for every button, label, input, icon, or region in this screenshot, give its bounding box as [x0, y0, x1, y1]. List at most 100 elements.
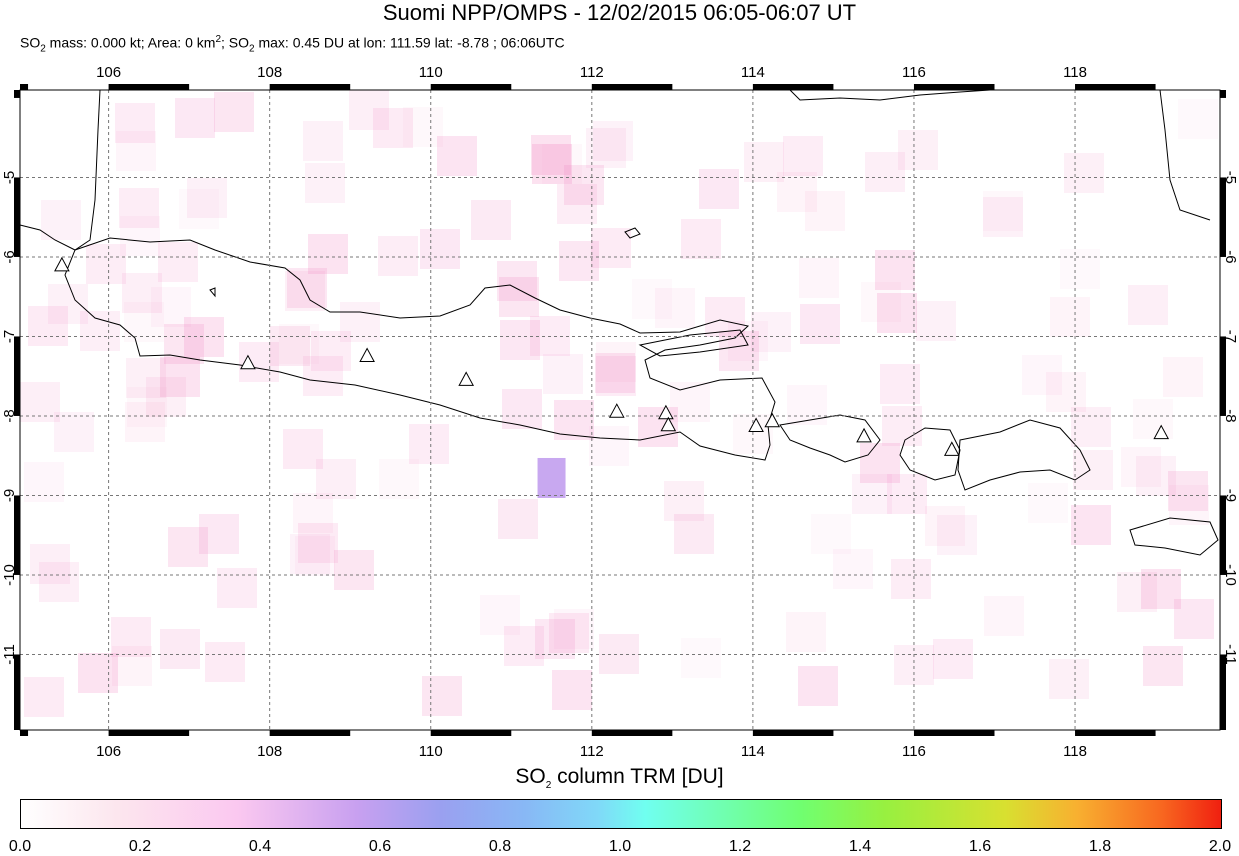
so2-pixel — [777, 172, 817, 212]
so2-pixel — [217, 568, 257, 608]
sumbawa-coastline — [957, 419, 1091, 491]
so2-pixel — [751, 312, 791, 352]
triangle-icon — [856, 427, 872, 443]
so2-pixel — [125, 402, 165, 442]
triangle-icon — [660, 416, 677, 432]
lat-label-left: -10 — [1, 564, 18, 586]
colorbar-tick-label: 0.0 — [8, 838, 32, 855]
so2-pixel — [379, 459, 419, 499]
sulawesi-coastline — [1159, 89, 1211, 221]
sumatra-coastline — [19, 89, 101, 251]
frame-segment — [14, 654, 20, 730]
so2-pixel — [596, 356, 636, 396]
lon-label-bottom: 112 — [580, 743, 604, 760]
so2-pixel — [833, 549, 873, 589]
lon-label-top: 114 — [741, 64, 765, 81]
so2-pixel — [41, 200, 81, 240]
so2-pixel — [340, 302, 380, 342]
frame-segment — [1220, 177, 1226, 257]
so2-pixel — [787, 385, 827, 425]
so2-pixel — [1071, 407, 1111, 447]
lat-label-right: -7 — [1222, 330, 1239, 343]
so2-summary: SO2 mass: 0.000 kt; Area: 0 km2; SO2 max… — [20, 34, 565, 55]
frame-segment — [14, 495, 20, 575]
so2-pixel — [655, 288, 695, 328]
so2-pixel — [861, 282, 901, 322]
so2-pixel — [1143, 646, 1183, 686]
so2-pixel — [719, 331, 759, 371]
so2-pixel — [681, 219, 721, 259]
lat-label-right: -8 — [1222, 409, 1239, 422]
so2-pixel — [877, 293, 917, 333]
so2-pixel — [554, 400, 594, 440]
so2-pixel — [298, 523, 338, 563]
madura-coastline — [638, 329, 749, 357]
so2-pixel — [500, 320, 540, 360]
coastlines — [19, 89, 1219, 556]
frame-segment — [591, 84, 673, 90]
so2-pixel — [852, 474, 892, 514]
frame-segment — [1220, 495, 1226, 575]
so2-pixel — [39, 562, 79, 602]
so2-pixel — [303, 121, 343, 161]
so2-pixel — [184, 317, 224, 357]
so2-pixel — [120, 216, 160, 256]
triangle-icon — [458, 371, 475, 386]
so2-pixel — [887, 474, 927, 514]
so2-pixel — [586, 128, 626, 168]
so2-pixel — [554, 609, 594, 649]
sumba-coastline — [1129, 517, 1219, 556]
frame-segment — [752, 730, 834, 736]
so2-pixel — [799, 258, 839, 298]
so2-pixel — [632, 279, 672, 319]
so2-pixel — [882, 406, 922, 446]
so2-pixel — [24, 677, 64, 717]
frame-segment — [108, 84, 190, 90]
so2-pixel — [984, 596, 1024, 636]
so2-pixel — [146, 377, 186, 417]
lon-label-bottom: 110 — [419, 743, 443, 760]
frame-segment — [913, 730, 995, 736]
colorbar-tick-label: 2.0 — [1208, 838, 1232, 855]
so2-pixel — [983, 191, 1023, 231]
so2-pixel — [283, 429, 323, 469]
so2-pixel — [1050, 297, 1090, 337]
so2-pixel — [270, 326, 310, 366]
so2-pixel — [1174, 599, 1214, 639]
so2-pixel — [311, 331, 351, 371]
so2-pixel — [316, 459, 356, 499]
so2-pixel — [115, 103, 155, 143]
so2-pixel — [175, 98, 215, 138]
so2-pixel — [126, 358, 166, 398]
so2-pixel — [497, 261, 537, 301]
so2-pixel — [409, 424, 449, 464]
so2-pixel — [30, 544, 70, 584]
frame-segment — [14, 177, 20, 257]
so2-pixel — [552, 670, 592, 710]
so2-pixel — [80, 311, 120, 351]
frame-segment — [14, 90, 20, 98]
lon-label-bottom: 114 — [741, 743, 765, 760]
so2-pixel — [78, 653, 118, 693]
so2-pixel — [504, 626, 544, 666]
triangle-icon — [943, 441, 960, 456]
frame-segment — [1075, 84, 1156, 90]
so2-pixel — [437, 136, 477, 176]
so2-pixel — [48, 284, 88, 324]
so2-pixel — [420, 229, 460, 269]
frame-segment — [430, 84, 512, 90]
triangle-icon — [658, 404, 674, 420]
so2-pixel — [160, 629, 200, 669]
colorbar — [20, 799, 1222, 829]
colorbar-tick-label: 1.4 — [848, 838, 872, 855]
lat-label-left: -11 — [1, 644, 18, 665]
colorbar-title: SO2 column TRM [DU] — [515, 765, 724, 792]
so2-pixel — [293, 493, 333, 533]
frame-segment — [1220, 654, 1226, 730]
so2-pixel — [1022, 355, 1062, 395]
triangle-icon — [608, 403, 625, 418]
so2-pixel — [471, 200, 511, 240]
so2-pixel — [86, 244, 126, 284]
lat-label-left: -5 — [1, 171, 18, 184]
lon-label-top: 106 — [96, 64, 121, 81]
